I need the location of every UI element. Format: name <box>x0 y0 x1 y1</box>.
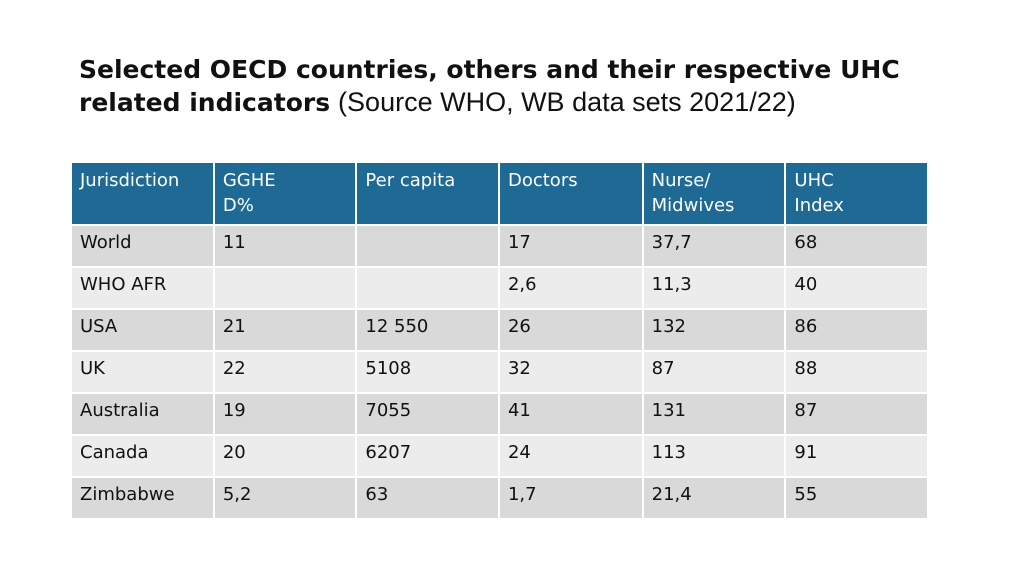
table-row: World 11 17 37,7 68 <box>70 224 929 268</box>
cell-nurse-midwives: 11,3 <box>641 266 787 310</box>
table-row: UK 22 5108 32 87 88 <box>70 350 929 394</box>
table-header: Jurisdiction GGHE D% Per capita Doctors … <box>70 161 929 226</box>
cell-gghe-d: 11 <box>212 224 358 268</box>
cell-jurisdiction: World <box>70 224 215 268</box>
header-jurisdiction: Jurisdiction <box>70 161 215 226</box>
cell-nurse-midwives: 113 <box>641 434 787 478</box>
cell-gghe-d: 21 <box>212 308 358 352</box>
cell-gghe-d: 20 <box>212 434 358 478</box>
header-doctors: Doctors <box>497 161 644 226</box>
cell-doctors: 17 <box>497 224 644 268</box>
cell-uhc-index: 91 <box>784 434 929 478</box>
slide-title-source: (Source WHO, WB data sets 2021/22) <box>338 87 796 117</box>
cell-uhc-index: 87 <box>784 392 929 436</box>
header-nurse-midwives: Nurse/ Midwives <box>641 161 787 226</box>
cell-per-capita <box>355 266 500 310</box>
cell-nurse-midwives: 132 <box>641 308 787 352</box>
cell-doctors: 24 <box>497 434 644 478</box>
cell-per-capita: 7055 <box>355 392 500 436</box>
slide-title: Selected OECD countries, others and thei… <box>79 54 979 119</box>
cell-uhc-index: 55 <box>784 476 929 520</box>
cell-jurisdiction: UK <box>70 350 215 394</box>
header-gghe-d: GGHE D% <box>212 161 358 226</box>
header-per-capita: Per capita <box>355 161 500 226</box>
cell-doctors: 26 <box>497 308 644 352</box>
table-body: World 11 17 37,7 68 WHO AFR 2,6 11,3 40 … <box>70 224 929 520</box>
cell-per-capita: 12 550 <box>355 308 500 352</box>
table-row: Canada 20 6207 24 113 91 <box>70 434 929 478</box>
cell-per-capita <box>355 224 500 268</box>
cell-gghe-d: 22 <box>212 350 358 394</box>
cell-jurisdiction: USA <box>70 308 215 352</box>
table-row: WHO AFR 2,6 11,3 40 <box>70 266 929 310</box>
cell-per-capita: 6207 <box>355 434 500 478</box>
cell-doctors: 1,7 <box>497 476 644 520</box>
table-row: Zimbabwe 5,2 63 1,7 21,4 55 <box>70 476 929 520</box>
cell-uhc-index: 86 <box>784 308 929 352</box>
cell-doctors: 32 <box>497 350 644 394</box>
cell-doctors: 41 <box>497 392 644 436</box>
header-uhc-index: UHC Index <box>784 161 929 226</box>
cell-jurisdiction: Canada <box>70 434 215 478</box>
slide-title-main: Selected OECD countries, others and thei… <box>79 55 900 117</box>
cell-uhc-index: 68 <box>784 224 929 268</box>
cell-per-capita: 63 <box>355 476 500 520</box>
cell-nurse-midwives: 37,7 <box>641 224 787 268</box>
table-row: USA 21 12 550 26 132 86 <box>70 308 929 352</box>
cell-jurisdiction: Zimbabwe <box>70 476 215 520</box>
cell-nurse-midwives: 87 <box>641 350 787 394</box>
cell-gghe-d: 5,2 <box>212 476 358 520</box>
cell-doctors: 2,6 <box>497 266 644 310</box>
cell-jurisdiction: Australia <box>70 392 215 436</box>
cell-nurse-midwives: 21,4 <box>641 476 787 520</box>
cell-jurisdiction: WHO AFR <box>70 266 215 310</box>
table-header-row: Jurisdiction GGHE D% Per capita Doctors … <box>70 161 929 226</box>
cell-uhc-index: 40 <box>784 266 929 310</box>
cell-per-capita: 5108 <box>355 350 500 394</box>
table-row: Australia 19 7055 41 131 87 <box>70 392 929 436</box>
cell-nurse-midwives: 131 <box>641 392 787 436</box>
cell-uhc-index: 88 <box>784 350 929 394</box>
cell-gghe-d <box>212 266 358 310</box>
indicators-table: Jurisdiction GGHE D% Per capita Doctors … <box>70 161 929 520</box>
cell-gghe-d: 19 <box>212 392 358 436</box>
